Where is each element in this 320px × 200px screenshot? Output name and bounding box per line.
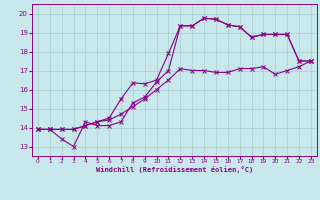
X-axis label: Windchill (Refroidissement éolien,°C): Windchill (Refroidissement éolien,°C) bbox=[96, 166, 253, 173]
